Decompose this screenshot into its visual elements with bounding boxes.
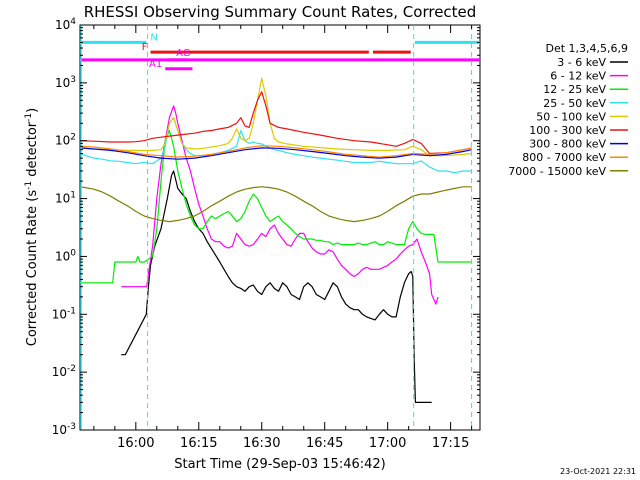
- timestamp: 23-Oct-2021 22:31: [560, 467, 636, 476]
- plot-area: NF AG A1: [79, 24, 481, 431]
- y-tick-base: 10: [55, 134, 70, 148]
- series-line: [79, 147, 472, 160]
- ylabel-part: ): [25, 108, 40, 113]
- x-axis-label: Start Time (29-Sep-03 15:46:42): [174, 457, 385, 472]
- legend-label: 800 - 7000 keV: [522, 151, 606, 164]
- y-tick-label: 10-1: [52, 306, 76, 321]
- flag-bars: NF AG A1: [80, 32, 480, 71]
- legend-label: 7000 - 15000 keV: [508, 165, 606, 178]
- y-tick-base: 10: [55, 192, 70, 206]
- legend-label: 300 - 800 keV: [529, 138, 606, 151]
- flag-label: AG: [176, 48, 190, 59]
- series-lines: [79, 77, 472, 403]
- y-tick-exponent: 2: [70, 133, 76, 143]
- legend-title: Det 1,3,4,5,6,9: [545, 42, 628, 55]
- y-tick-exponent: -2: [67, 364, 76, 374]
- legend-label: 12 - 25 keV: [543, 83, 606, 96]
- plot-frame: [79, 24, 481, 431]
- legend-label: 6 - 12 keV: [550, 70, 606, 83]
- attenuator-dashed-lines: [80, 25, 473, 430]
- series-line: [79, 117, 472, 174]
- y-tick-label: 10-2: [52, 364, 76, 379]
- ylabel-exp: -1: [24, 113, 34, 122]
- x-tick-label: 16:15: [180, 436, 217, 451]
- flag-label: A1: [149, 59, 162, 70]
- y-tick-base: 10: [52, 307, 67, 321]
- y-tick-exponent: -3: [67, 422, 76, 432]
- flag-label: N: [150, 32, 157, 43]
- y-tick-label: 104: [55, 17, 76, 32]
- series-line: [79, 77, 472, 157]
- flag-label: F: [142, 42, 148, 53]
- y-tick-base: 10: [55, 249, 70, 263]
- y-tick-exponent: 0: [70, 248, 76, 258]
- y-tick-base: 10: [52, 423, 67, 437]
- y-tick-label: 10-3: [52, 422, 76, 437]
- y-tick-exponent: 4: [70, 17, 76, 27]
- y-tick-exponent: 3: [70, 75, 76, 85]
- chart-title: RHESSI Observing Summary Count Rates, Co…: [84, 3, 477, 21]
- x-tick-label: 17:00: [369, 436, 406, 451]
- x-tick-label: 16:30: [243, 436, 280, 451]
- legend-label: 3 - 6 keV: [557, 56, 606, 69]
- series-line: [79, 186, 472, 223]
- x-tick-label: 16:00: [117, 436, 154, 451]
- y-tick-base: 10: [55, 76, 70, 90]
- y-tick-label: 103: [55, 75, 76, 90]
- y-tick-label: 100: [55, 248, 76, 263]
- x-tick-label: 17:15: [432, 436, 469, 451]
- y-tick-exponent: 1: [70, 191, 76, 201]
- ylabel-part: Corrected Count Rate (s: [25, 190, 40, 347]
- x-tick-label: 16:45: [306, 436, 343, 451]
- series-line: [121, 105, 439, 305]
- y-tick-base: 10: [52, 365, 67, 379]
- y-tick-label: 102: [55, 133, 76, 148]
- y-tick-exponent: -1: [67, 306, 76, 316]
- y-axis-label: Corrected Count Rate (s-1 detector-1): [24, 108, 40, 346]
- y-tick-base: 10: [55, 18, 70, 32]
- ylabel-exp: -1: [24, 181, 34, 190]
- series-line: [79, 91, 472, 155]
- ylabel-part: detector: [25, 121, 40, 181]
- legend-label: 25 - 50 keV: [543, 97, 606, 110]
- legend-label: 100 - 300 keV: [529, 124, 606, 137]
- y-tick-label: 101: [55, 191, 76, 206]
- series-line: [80, 129, 472, 284]
- series-line: [79, 145, 472, 158]
- x-axis: 16:00 16:15 16:30 16:45 17:00 17:15: [93, 25, 473, 451]
- series-line: [121, 170, 432, 403]
- legend-label: 50 - 100 keV: [536, 110, 606, 123]
